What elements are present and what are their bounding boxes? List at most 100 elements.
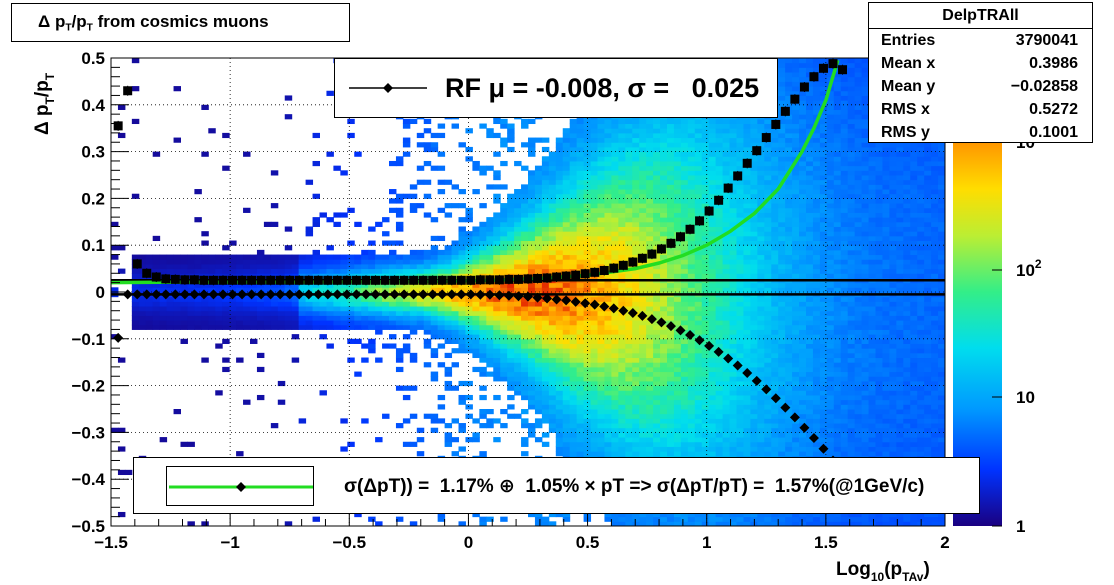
heatmap-cell	[541, 310, 550, 316]
heatmap-cell	[159, 263, 168, 270]
heatmap-cell	[472, 437, 480, 443]
heatmap-cell	[722, 259, 731, 265]
heatmap-cell	[576, 231, 585, 237]
heatmap-cell	[736, 380, 744, 387]
heatmap-cell	[117, 469, 126, 476]
heatmap-cell	[660, 296, 668, 302]
heatmap-cell	[569, 118, 578, 125]
heatmap-cell	[632, 306, 640, 312]
heatmap-cell	[764, 441, 772, 447]
heatmap-cell	[507, 217, 515, 223]
heatmap-cell	[458, 320, 466, 326]
heatmap-cell	[576, 409, 585, 415]
heatmap-cell	[694, 394, 703, 401]
heatmap-cell	[270, 254, 279, 260]
heatmap-cell	[611, 128, 619, 134]
heatmap-cell	[507, 254, 515, 260]
heatmap-cell	[284, 287, 293, 293]
heatmap-cell	[653, 310, 661, 316]
heatmap-cell	[528, 175, 536, 181]
heatmap-cell	[653, 446, 661, 452]
heatmap-cell	[389, 310, 397, 316]
heatmap-cell	[715, 413, 724, 419]
heatmap-cell	[743, 394, 751, 401]
heatmap-cell	[444, 320, 453, 326]
heatmap-cell	[687, 366, 696, 373]
heatmap-cell	[639, 296, 647, 302]
heatmap-cell	[576, 123, 585, 129]
heatmap-cell	[576, 315, 585, 321]
heatmap-cell	[667, 521, 675, 527]
heatmap-cell	[548, 315, 557, 321]
heatmap-cell	[507, 296, 515, 302]
heatmap-cell	[479, 231, 487, 237]
heatmap-cell	[604, 189, 612, 195]
heatmap-cell	[493, 306, 501, 312]
heatmap-cell	[715, 357, 724, 363]
heatmap-cell	[715, 254, 724, 260]
heatmap-cell	[625, 175, 633, 181]
heatmap-cell	[743, 334, 751, 340]
heatmap-cell	[701, 301, 710, 307]
heatmap-cell	[541, 390, 550, 396]
heatmap-cell	[493, 310, 501, 316]
heatmap-cell	[673, 179, 682, 185]
heatmap-cell	[771, 146, 779, 153]
heatmap-cell	[764, 427, 772, 433]
heatmap-cell	[646, 160, 654, 167]
heatmap-cell	[583, 437, 592, 443]
heatmap-cell	[562, 511, 571, 518]
heatmap-cell	[673, 399, 682, 405]
heatmap-cell	[722, 343, 731, 349]
heatmap-cell	[493, 170, 501, 176]
heatmap-cell	[555, 385, 564, 391]
heatmap-cell	[701, 217, 710, 223]
heatmap-cell	[694, 427, 703, 433]
heatmap-cell	[667, 249, 675, 256]
heatmap-cell	[263, 259, 272, 265]
heatmap-cell	[639, 231, 647, 237]
heatmap-cell	[541, 184, 550, 190]
heatmap-cell	[757, 301, 765, 307]
heatmap-cell	[722, 175, 731, 181]
heatmap-cell	[521, 193, 529, 199]
heatmap-cell	[528, 259, 536, 265]
heatmap-cell	[625, 385, 633, 391]
heatmap-cell	[680, 320, 689, 326]
heatmap-cell	[687, 320, 696, 326]
heatmap-cell	[548, 362, 557, 368]
heatmap-cell	[604, 418, 612, 424]
heatmap-cell	[778, 432, 786, 438]
heatmap-cell	[145, 315, 154, 321]
heatmap-cell	[673, 362, 682, 368]
heatmap-cell	[514, 357, 522, 363]
heatmap-cell	[451, 338, 459, 344]
heatmap-cell	[569, 390, 578, 396]
heatmap-cell	[256, 263, 265, 270]
heatmap-cell	[653, 371, 661, 377]
heatmap-cell	[402, 348, 411, 354]
heatmap-cell	[764, 301, 772, 307]
heatmap-cell	[604, 427, 612, 433]
heatmap-cell	[750, 221, 758, 227]
heatmap-cell	[597, 320, 605, 326]
heatmap-cell	[639, 240, 647, 246]
heatmap-cell	[521, 217, 529, 223]
heatmap-cell	[194, 296, 202, 302]
heatmap-cell	[493, 362, 501, 368]
heatmap-cell	[507, 376, 515, 382]
heatmap-cell	[611, 226, 619, 232]
heatmap-cell	[465, 380, 473, 387]
heatmap-cell	[590, 156, 598, 162]
heatmap-cell	[632, 441, 640, 447]
heatmap-cell	[597, 394, 605, 401]
heatmap-cell	[590, 315, 598, 321]
heatmap-cell	[757, 334, 765, 340]
heatmap-cell	[173, 296, 181, 302]
heatmap-cell	[194, 324, 202, 330]
heatmap-cell	[715, 343, 724, 349]
heatmap-cell	[555, 413, 564, 419]
heatmap-cell	[576, 217, 585, 223]
heatmap-cell	[472, 287, 480, 293]
heatmap-cell	[208, 310, 216, 316]
